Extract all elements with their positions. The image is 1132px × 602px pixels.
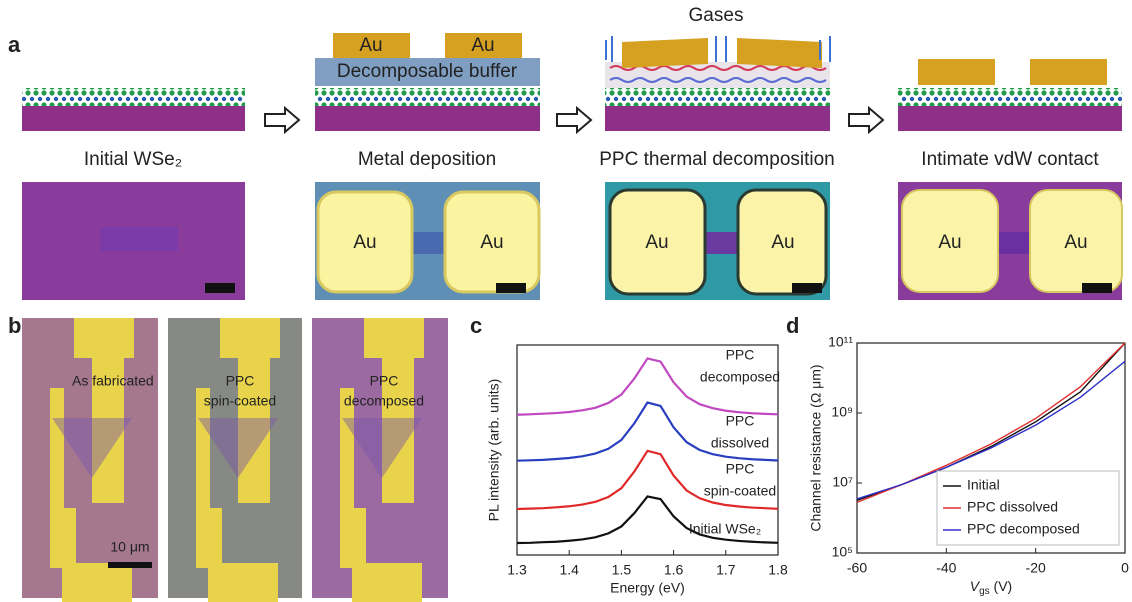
series-label: spin-coated: [704, 483, 776, 499]
schematic-1: [22, 88, 245, 131]
series-label: PPC: [726, 413, 755, 429]
figure: a b c d Au Au Decomposable buffer Gases: [0, 0, 1132, 602]
micrograph-label: spin-coated: [204, 393, 276, 409]
au-label: Au: [353, 232, 376, 253]
au-label: Au: [1064, 232, 1087, 253]
x-tick-label: 1.4: [559, 562, 579, 578]
caption: Metal deposition: [358, 149, 496, 170]
schematic-4: [898, 59, 1122, 131]
panel-label: a: [8, 32, 21, 57]
scale-bar-label: 10 μm: [110, 539, 149, 555]
au-label: Au: [359, 35, 382, 56]
series-label: PPC: [726, 461, 755, 477]
micrograph-1: [22, 182, 245, 300]
panel-label: c: [470, 313, 482, 338]
x-tick-label: -40: [936, 560, 956, 576]
micrograph-3: Au Au: [605, 182, 830, 300]
legend-label: PPC decomposed: [967, 521, 1080, 537]
micrograph-label: PPC: [370, 373, 399, 389]
micrograph-2: Au Au: [315, 182, 540, 300]
series-label: PPC: [726, 347, 755, 363]
series-label: dissolved: [711, 435, 769, 451]
panel-label: d: [786, 313, 799, 338]
legend-label: PPC dissolved: [967, 499, 1058, 515]
caption: Initial WSe₂: [84, 149, 182, 170]
caption: Intimate vdW contact: [921, 149, 1099, 170]
au-label: Au: [471, 35, 494, 56]
x-axis-unit: (V): [990, 578, 1013, 594]
micrograph-b2: PPC spin-coated: [168, 318, 302, 602]
y-tick-label: 10¹¹: [828, 334, 853, 350]
x-tick-label: -60: [847, 560, 867, 576]
micrograph-b3: PPC decomposed: [312, 318, 448, 602]
x-axis-subscript: gs: [979, 586, 990, 597]
x-tick-label: 1.7: [716, 562, 736, 578]
schematic-2: Au Au Decomposable buffer: [315, 33, 540, 131]
y-tick-label: 10⁷: [832, 474, 853, 490]
series-label: decomposed: [700, 369, 780, 385]
buffer-label: Decomposable buffer: [337, 61, 518, 82]
au-label: Au: [938, 232, 961, 253]
x-tick-label: -20: [1026, 560, 1046, 576]
caption: PPC thermal decomposition: [599, 149, 835, 170]
series-label: Initial WSe₂: [689, 521, 761, 537]
x-axis-label: Energy (eV): [610, 580, 685, 596]
micrograph-b1: As fabricated 10 μm: [22, 318, 158, 602]
x-axis-label: Vgs (V): [970, 578, 1012, 597]
y-axis-label: PL intensity (arb. units): [486, 379, 502, 522]
panel-label: b: [8, 313, 21, 338]
y-tick-label: 10⁹: [831, 404, 853, 420]
au-label: Au: [771, 232, 794, 253]
micrograph-label: decomposed: [344, 393, 424, 409]
y-tick-label: 10⁵: [832, 544, 853, 560]
x-tick-label: 1.3: [507, 562, 527, 578]
schematic-3: Gases: [605, 5, 830, 131]
x-tick-label: 1.8: [768, 562, 788, 578]
x-tick-label: 1.6: [664, 562, 684, 578]
x-tick-label: 0: [1121, 560, 1129, 576]
micrograph-label: As fabricated: [72, 373, 154, 389]
au-label: Au: [480, 232, 503, 253]
y-axis-label: Channel resistance (Ω μm): [808, 364, 824, 531]
micrograph-4: Au Au: [898, 182, 1122, 300]
gases-label: Gases: [689, 5, 744, 26]
au-label: Au: [645, 232, 668, 253]
micrograph-label: PPC: [226, 373, 255, 389]
legend-label: Initial: [967, 477, 1000, 493]
x-tick-label: 1.5: [612, 562, 632, 578]
series-line: [517, 358, 778, 414]
